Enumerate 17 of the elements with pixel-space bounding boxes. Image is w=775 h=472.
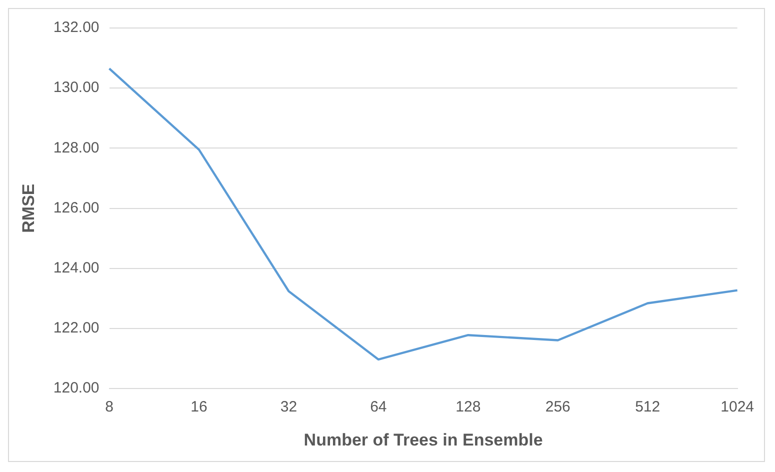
- y-tick-label: 128.00: [53, 139, 100, 156]
- y-tick-label: 130.00: [53, 79, 100, 96]
- y-tick-label: 124.00: [53, 260, 100, 277]
- x-tick-label: 16: [190, 398, 208, 416]
- y-tick-label: 126.00: [53, 199, 100, 216]
- y-tick-label: 122.00: [53, 320, 100, 337]
- y-tick-label: 132.00: [53, 19, 100, 36]
- x-tick-label: 512: [635, 398, 660, 416]
- x-tick-label: 64: [370, 398, 387, 416]
- x-axis-title: Number of Trees in Ensemble: [304, 430, 543, 450]
- y-tick-label: 120.00: [53, 380, 100, 397]
- x-tick-label: 1024: [720, 398, 754, 416]
- x-tick-label: 32: [280, 398, 298, 416]
- x-tick-label: 256: [545, 398, 570, 416]
- y-axis-title: RMSE: [18, 184, 38, 233]
- x-tick-label: 8: [105, 398, 114, 416]
- x-tick-label: 128: [456, 398, 481, 416]
